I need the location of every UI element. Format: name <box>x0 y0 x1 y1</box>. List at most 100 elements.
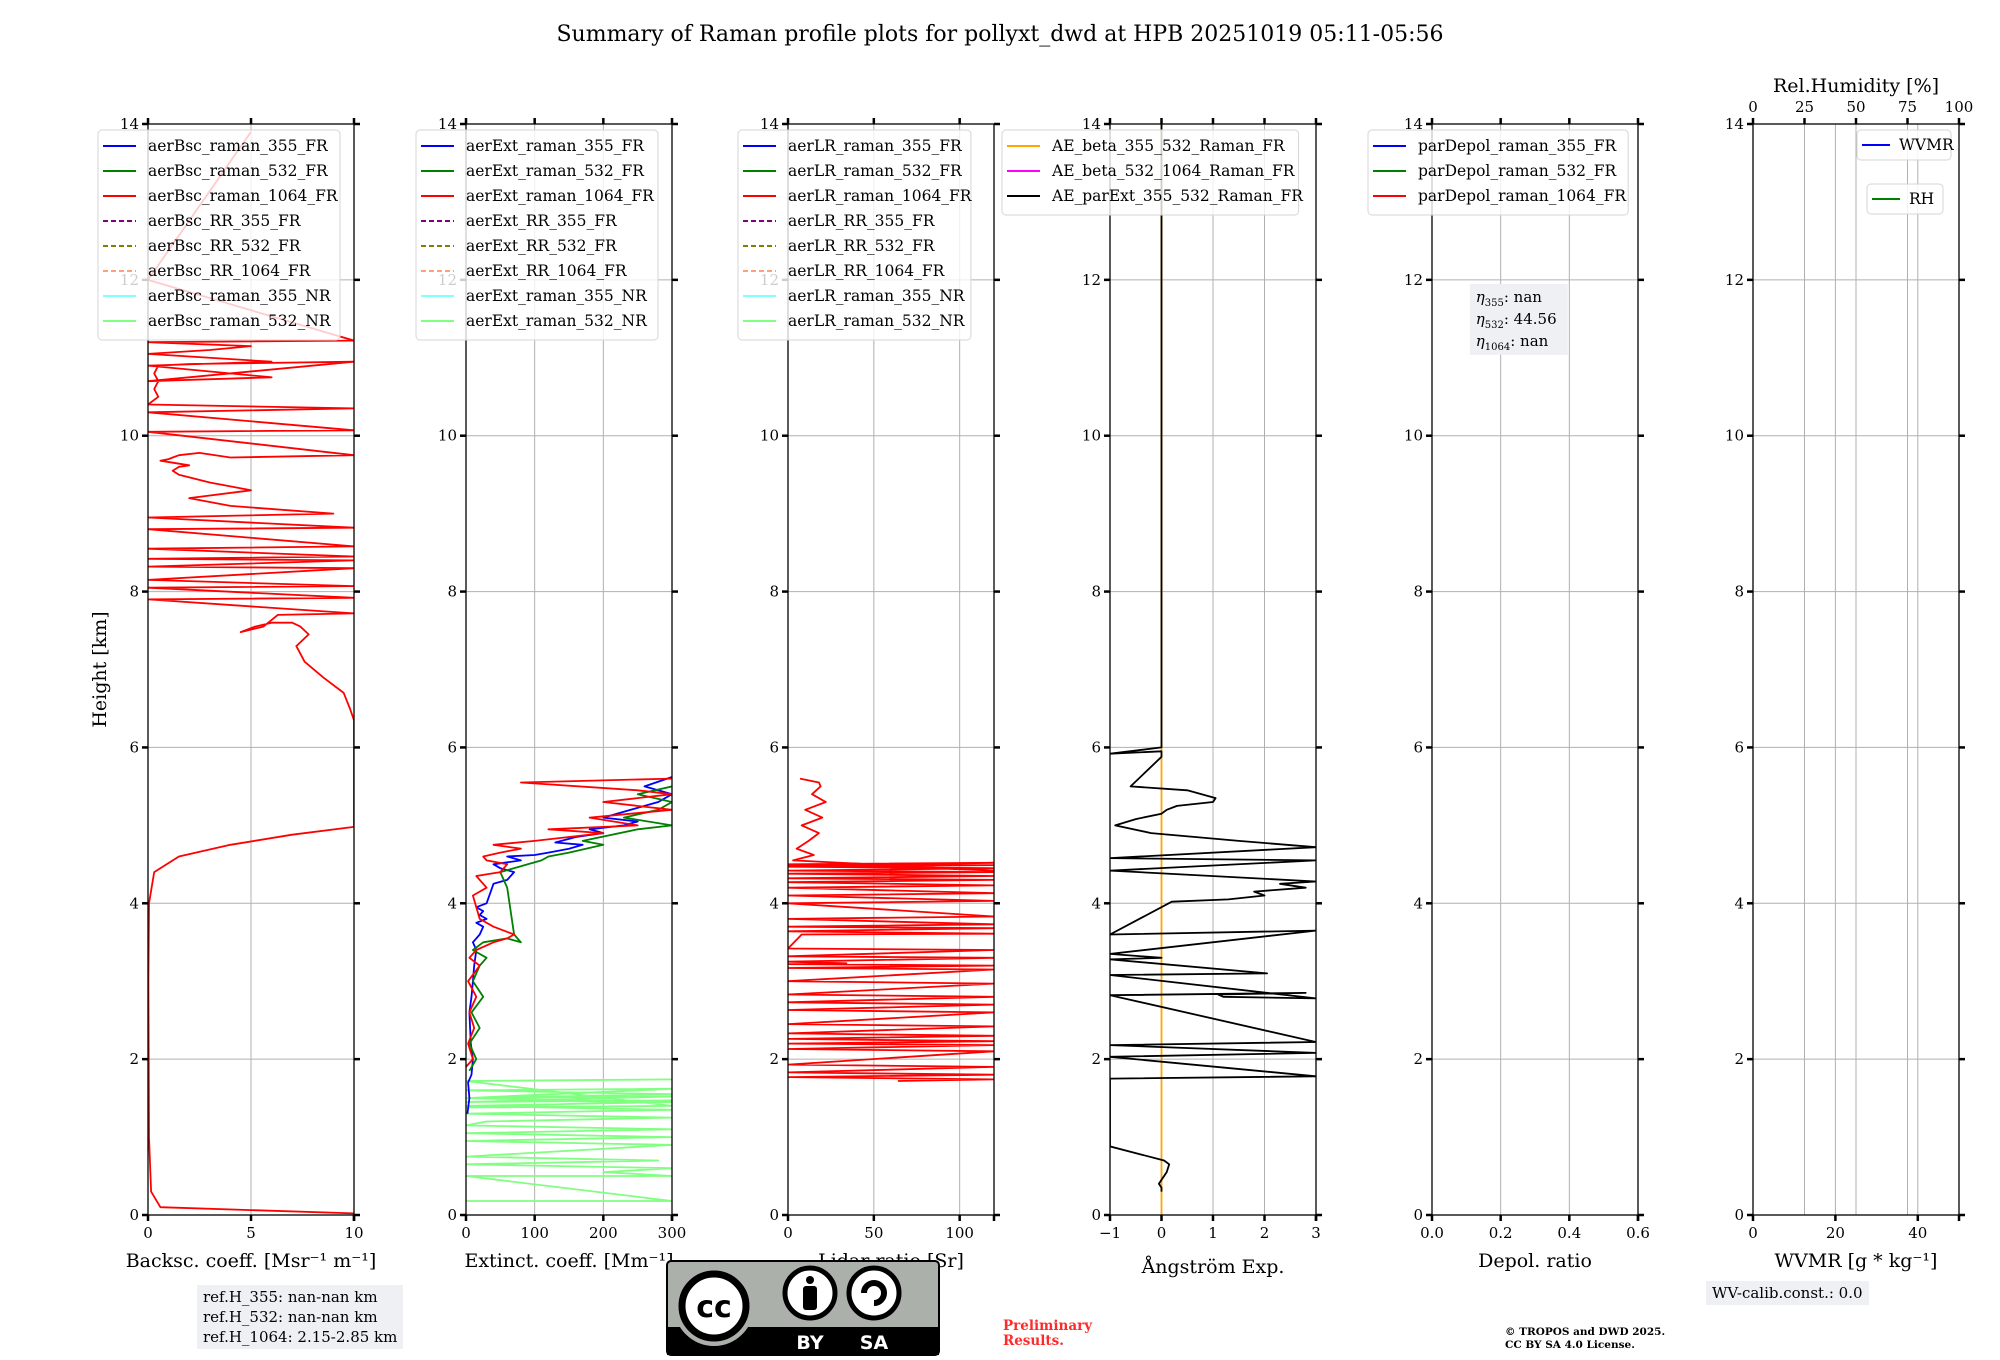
x-tick-label: 50 <box>864 1224 883 1242</box>
legend-entry-aerExt_raman_355_NR: aerExt_raman_355_NR <box>466 287 648 305</box>
legend-entry-aerExt_RR_355_FR: aerExt_RR_355_FR <box>466 212 618 230</box>
x-axis-label: Depol. ratio <box>1478 1250 1592 1272</box>
y-tick-label: 2 <box>769 1050 779 1068</box>
top-axis-label: Rel.Humidity [%] <box>1773 75 1939 97</box>
y-tick-label: 10 <box>1082 427 1101 445</box>
y-tick-label: 4 <box>447 894 457 912</box>
badge-sa-label: SA <box>860 1332 889 1354</box>
y-tick-label: 14 <box>1725 115 1744 133</box>
y-tick-label: 14 <box>760 115 779 133</box>
y-tick-label: 14 <box>1082 115 1101 133</box>
figure-title: Summary of Raman profile plots for polly… <box>556 22 1444 47</box>
legend-entry-parDepol_raman_532_FR: parDepol_raman_532_FR <box>1418 162 1618 180</box>
legend-entry-AE_beta_532_1064_Raman_FR: AE_beta_532_1064_Raman_FR <box>1051 162 1296 180</box>
y-tick-label: 0 <box>1413 1206 1423 1224</box>
y-tick-label: 0 <box>1091 1206 1101 1224</box>
eta-value: : nan <box>1510 332 1548 350</box>
axes-frame <box>1431 123 1639 1216</box>
x-tick-label: 100 <box>520 1224 549 1242</box>
x-axis-label: Backsc. coeff. [Msr⁻¹ m⁻¹] <box>126 1250 377 1272</box>
y-tick-label: 0 <box>129 1206 139 1224</box>
legend-entry-aerExt_raman_532_NR: aerExt_raman_532_NR <box>466 312 648 330</box>
y-tick-label: 2 <box>447 1050 457 1068</box>
y-tick-label: 10 <box>120 427 139 445</box>
y-tick-label: 0 <box>1734 1206 1744 1224</box>
y-tick-label: 8 <box>1413 583 1423 601</box>
top-x-tick-label: 50 <box>1846 98 1865 116</box>
y-tick-label: 2 <box>1413 1050 1423 1068</box>
x-tick-label: 40 <box>1908 1224 1927 1242</box>
reference-height-box: ref.H_355: nan-nan km ref.H_532: nan-nan… <box>197 1285 404 1349</box>
x-tick-label: 0 <box>1157 1224 1167 1242</box>
preliminary-line-1: Preliminary <box>1003 1318 1093 1334</box>
legend-box <box>1866 183 1944 215</box>
legend-entry-aerExt_RR_532_FR: aerExt_RR_532_FR <box>466 237 618 255</box>
legend-entry-aerBsc_RR_532_FR: aerBsc_RR_532_FR <box>148 237 302 255</box>
panel-backscatter: 024681012140510Backsc. coeff. [Msr⁻¹ m⁻¹… <box>89 115 376 1272</box>
panel-extinction: 024681012140100200300Extinct. coeff. [Mm… <box>415 115 687 1272</box>
cc-icon <box>678 1270 750 1342</box>
y-axis-label: Height [km] <box>89 611 111 727</box>
legend-entry-aerBsc_raman_355_FR: aerBsc_raman_355_FR <box>148 137 329 155</box>
series-aerExt_raman_1064_FR <box>466 777 672 1068</box>
eta-subscript: 355 <box>1485 298 1504 309</box>
y-tick-label: 2 <box>129 1050 139 1068</box>
ref-height-355: ref.H_355: nan-nan km <box>203 1288 378 1306</box>
x-tick-label: 300 <box>658 1224 687 1242</box>
legend-entry-aerBsc_RR_355_FR: aerBsc_RR_355_FR <box>148 212 302 230</box>
top-x-tick-label: 100 <box>1945 98 1974 116</box>
y-tick-label: 4 <box>769 894 779 912</box>
x-tick-label: 0 <box>783 1224 793 1242</box>
y-tick-label: 6 <box>1091 738 1101 756</box>
y-tick-label: 6 <box>769 738 779 756</box>
x-tick-label: 0 <box>1748 1224 1758 1242</box>
y-tick-label: 6 <box>1413 738 1423 756</box>
top-x-tick-label: 75 <box>1898 98 1917 116</box>
legend-entry-aerLR_RR_532_FR: aerLR_RR_532_FR <box>788 237 936 255</box>
preliminary-line-2: Results. <box>1003 1333 1064 1349</box>
cc-icon-text: cc <box>696 1290 732 1325</box>
legend-box <box>1001 129 1300 216</box>
series-aerExt_raman_532_NR <box>466 1078 672 1202</box>
legend-box <box>737 129 972 341</box>
legend-entry-aerLR_RR_1064_FR: aerLR_RR_1064_FR <box>788 262 946 280</box>
legend-box <box>1856 129 1952 161</box>
attribution-body <box>803 1286 817 1310</box>
top-x-tick-label: 0 <box>1748 98 1758 116</box>
legend-box <box>1367 129 1629 216</box>
x-tick-label: −1 <box>1099 1224 1121 1242</box>
eta-value: : nan <box>1504 288 1542 306</box>
legend-entry-AE_parExt_355_532_Raman_FR: AE_parExt_355_532_Raman_FR <box>1051 187 1304 205</box>
legend-entry-parDepol_raman_355_FR: parDepol_raman_355_FR <box>1418 137 1618 155</box>
y-tick-label: 8 <box>1734 583 1744 601</box>
legend-box <box>415 129 659 341</box>
y-tick-label: 12 <box>1404 271 1423 289</box>
x-tick-label: 0 <box>143 1224 153 1242</box>
legend-entry-aerBsc_raman_355_NR: aerBsc_raman_355_NR <box>148 287 332 305</box>
legend-entry-aerLR_raman_532_NR: aerLR_raman_532_NR <box>788 312 966 330</box>
eta-symbol: η <box>1476 310 1485 328</box>
y-tick-label: 4 <box>129 894 139 912</box>
attribution-head <box>806 1276 814 1284</box>
series-aerLR_raman_1064_FR <box>788 777 994 1082</box>
x-tick-label: 100 <box>945 1224 974 1242</box>
eta-subscript: 532 <box>1485 320 1504 331</box>
axes-frame <box>787 123 995 1216</box>
y-tick-label: 0 <box>447 1206 457 1224</box>
cc-by-sa-license-badge: cc BY SA <box>666 1260 940 1356</box>
x-axis-label: WVMR [g * kg⁻¹] <box>1775 1250 1938 1272</box>
y-tick-label: 8 <box>447 583 457 601</box>
axes-frame <box>465 123 673 1216</box>
series-AE_parExt_355_532_Raman_FR <box>1110 124 1316 1192</box>
share-alike-arrow <box>861 1280 887 1306</box>
copyright-line-2: CC BY SA 4.0 License. <box>1505 1339 1635 1351</box>
eta-subscript: 1064 <box>1485 342 1510 353</box>
eta-annotation-box <box>1469 283 1568 355</box>
legend-box <box>97 129 341 341</box>
y-tick-label: 6 <box>447 738 457 756</box>
x-axis-label: Extinct. coeff. [Mm⁻¹] <box>464 1250 673 1272</box>
x-tick-label: 0.2 <box>1489 1224 1513 1242</box>
x-tick-label: 0.4 <box>1557 1224 1581 1242</box>
y-tick-label: 12 <box>1082 271 1101 289</box>
